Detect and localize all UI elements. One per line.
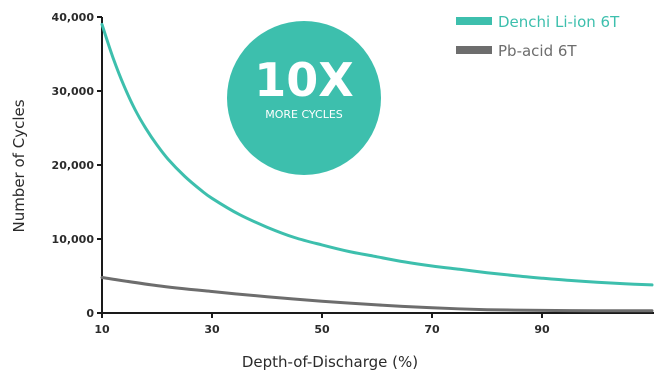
y-tick-label: 10,000 [52,233,95,246]
x-tick-label: 70 [424,323,440,336]
series-layer [100,22,654,313]
badge-multiplier: 10X [254,53,353,107]
legend-label-li-ion: Denchi Li-ion 6T [498,13,620,31]
axes [101,17,654,314]
y-axis-title: Number of Cycles [10,99,28,232]
x-tick-label: 50 [314,323,330,336]
y-ticks: 0 10,000 20,000 30,000 40,000 [52,11,102,320]
legend: Denchi Li-ion 6T Pb-acid 6T [456,13,620,60]
legend-swatch-li-ion [456,17,492,25]
y-tick-label: 0 [86,307,94,320]
legend-label-pb-acid: Pb-acid 6T [498,42,577,60]
ten-x-badge: 10X MORE CYCLES [227,21,381,175]
x-ticks: 10 30 50 70 90 [94,313,550,336]
badge-circle [227,21,381,175]
y-tick-label: 30,000 [52,85,95,98]
y-tick-label: 40,000 [52,11,95,24]
x-tick-label: 90 [534,323,550,336]
series-line-pb-acid [100,276,654,313]
badge-caption: MORE CYCLES [265,108,343,121]
x-axis-title: Depth-of-Discharge (%) [242,353,418,371]
x-tick-label: 10 [94,323,110,336]
y-tick-label: 20,000 [52,159,95,172]
legend-swatch-pb-acid [456,46,492,54]
series-line-li-ion [100,22,654,287]
x-tick-label: 30 [204,323,220,336]
